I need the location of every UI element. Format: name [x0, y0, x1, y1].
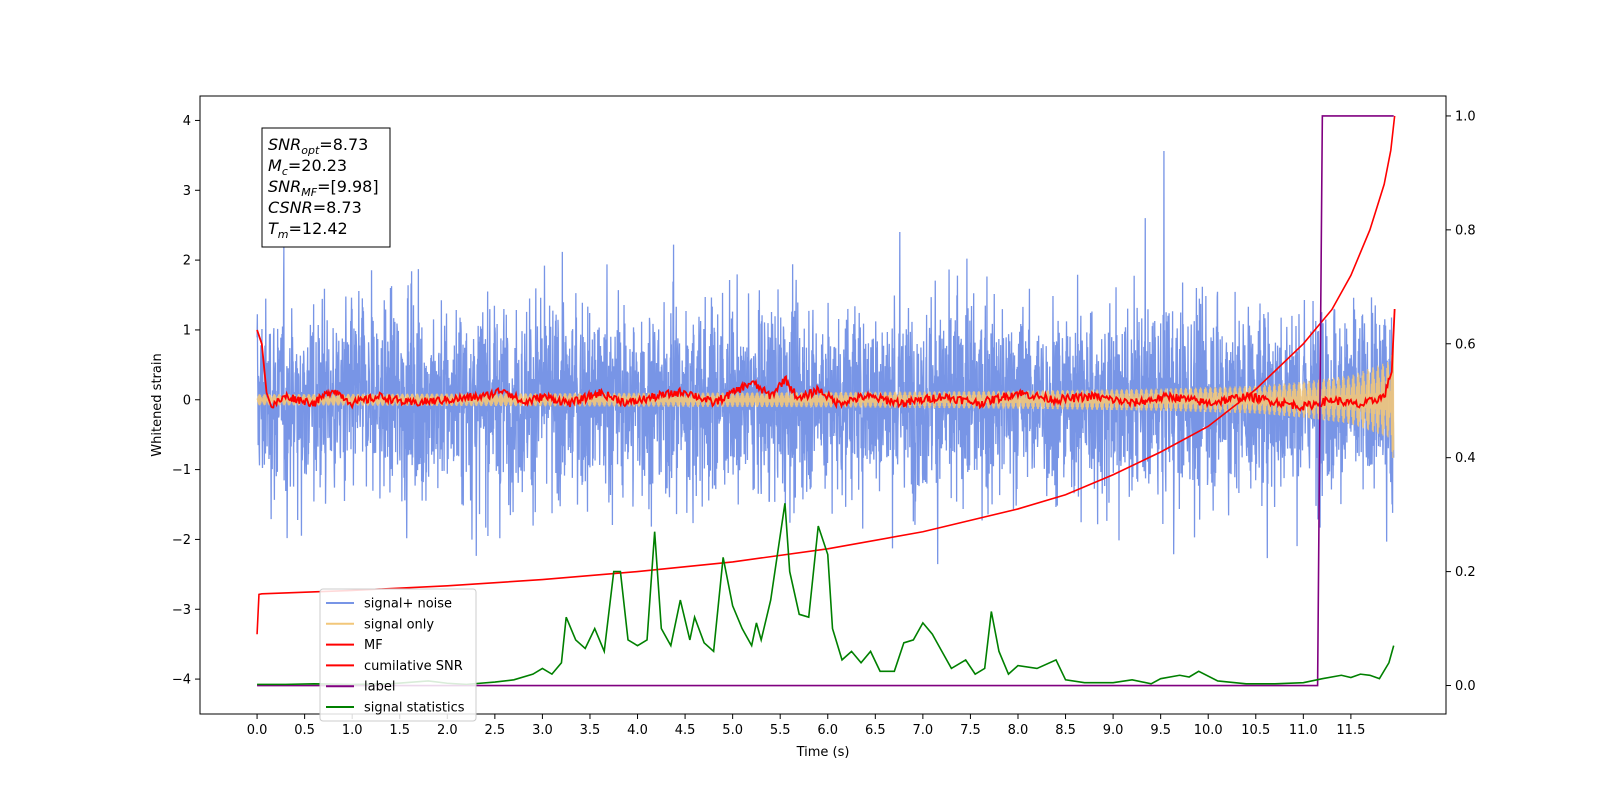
legend-label: signal+ noise: [364, 597, 452, 612]
x-tick-label: 1.0: [342, 723, 363, 738]
legend-item-signal-noise: signal+ noise: [326, 597, 452, 612]
x-tick-label: 10.0: [1194, 723, 1223, 738]
legend: signal+ noise signal only MF cumilative SNR…: [319, 588, 477, 722]
x-tick-label: 10.5: [1241, 723, 1270, 738]
x-tick-label: 9.0: [1103, 723, 1124, 738]
x-tick-label: 11.5: [1336, 723, 1365, 738]
info-snr-opt: SNRopt=8.73: [268, 135, 368, 157]
legend-item-signal-only: signal only: [326, 617, 434, 632]
y2-tick-label: 0.2: [1455, 565, 1476, 580]
legend-item-mf: MF: [326, 638, 383, 653]
legend-label: signal statistics: [364, 701, 465, 716]
y-tick-label: 0: [183, 393, 191, 408]
y-tick-label: 3: [183, 184, 191, 199]
x-tick-label: 7.0: [913, 723, 934, 738]
legend-label: MF: [364, 638, 383, 653]
legend-label: signal only: [364, 617, 434, 632]
legend-item-signal-statistics: signal statistics: [326, 701, 465, 716]
info-tm-sub: m: [278, 228, 289, 241]
y-tick-label: −4: [172, 673, 191, 688]
legend-item-cumulative-snr: cumilative SNR: [326, 659, 463, 674]
series-cumulative-snr-line: [256, 115, 1396, 635]
info-mc-sub: c: [282, 165, 288, 178]
info-snr-mf-base: SNR: [268, 177, 301, 196]
y2-tick-label: 0.6: [1455, 337, 1476, 352]
y2-tick-label: 0.4: [1455, 451, 1476, 466]
x-axis-label: Time (s): [796, 745, 850, 760]
info-tm-base: T: [268, 219, 279, 238]
x-tick-label: 0.0: [247, 723, 268, 738]
x-tick-label: 2.0: [437, 723, 458, 738]
x-tick-label: 8.5: [1055, 723, 1076, 738]
info-snr-mf-sub: MF: [301, 186, 317, 199]
series-mf-line: [256, 308, 1396, 412]
y-tick-label: 4: [183, 114, 191, 129]
info-snr-opt-base: SNR: [268, 135, 301, 154]
legend-item-label: label: [326, 680, 395, 695]
info-tm-value: =12.42: [289, 219, 348, 238]
info-csnr: CSNR=8.73: [268, 198, 362, 217]
legend-label: cumilative SNR: [364, 659, 463, 674]
y-tick-label: 2: [183, 254, 191, 269]
x-tick-label: 8.0: [1008, 723, 1029, 738]
y2-tick-label: 0.8: [1455, 223, 1476, 238]
y-tick-label: 1: [183, 323, 191, 338]
x-axis: 0.0 0.5 1.0 1.5 2.0 2.5 3.0 3.5 4.0 4.5 5.0 5.5 6.0 6…: [247, 714, 1365, 738]
x-tick-label: 4.0: [627, 723, 648, 738]
x-tick-label: 11.0: [1289, 723, 1318, 738]
x-tick-label: 1.5: [389, 723, 410, 738]
series-signal-only-line: [256, 342, 1395, 458]
legend-items: signal+ noise signal only MF cumilative SNR…: [326, 597, 465, 716]
legend-frame: [319, 588, 477, 722]
series-layer: [256, 115, 1396, 687]
info-snr-opt-sub: opt: [301, 144, 320, 157]
x-tick-label: 2.5: [485, 723, 506, 738]
y2-tick-label: 1.0: [1455, 109, 1476, 124]
info-mc: Mc=20.23: [268, 156, 347, 178]
x-tick-label: 4.5: [675, 723, 696, 738]
info-tm: Tm=12.42: [268, 219, 348, 241]
y2-tick-label: 0.0: [1455, 679, 1476, 694]
x-tick-label: 5.5: [770, 723, 791, 738]
x-tick-label: 6.5: [865, 723, 886, 738]
x-tick-label: 9.5: [1150, 723, 1171, 738]
info-snr-mf: SNRMF=[9.98]: [268, 177, 379, 199]
y-tick-label: −3: [172, 603, 191, 618]
info-box: SNRopt=8.73 Mc=20.23 SNRMF=[9.98] CSNR=8…: [261, 127, 391, 248]
x-tick-label: 5.0: [722, 723, 743, 738]
x-tick-label: 3.5: [580, 723, 601, 738]
info-mc-value: =20.23: [288, 156, 347, 175]
legend-label: label: [364, 680, 395, 695]
y-axis-right: 1.0 0.8 0.6 0.4 0.2 0.0: [1446, 109, 1476, 694]
x-tick-label: 6.0: [817, 723, 838, 738]
x-tick-label: 0.5: [294, 723, 315, 738]
info-box-frame: [261, 127, 391, 248]
plot-frame: [199, 95, 1447, 715]
info-snr-opt-value: =8.73: [319, 135, 368, 154]
y-tick-label: −2: [172, 533, 191, 548]
y-axis-left: 4 3 2 1 0 −1 −2 −3 −4: [172, 114, 200, 688]
info-csnr-base: CSNR: [268, 198, 313, 217]
series-signal-statistics-line: [257, 503, 1395, 686]
x-tick-label: 3.0: [532, 723, 553, 738]
series-label-line: [257, 115, 1394, 687]
y-tick-label: −1: [172, 463, 191, 478]
info-csnr-value: =8.73: [313, 198, 362, 217]
y-axis-label: Whitened strain: [150, 353, 165, 456]
x-tick-label: 7.5: [960, 723, 981, 738]
info-snr-mf-value: =[9.98]: [317, 177, 379, 196]
info-mc-base: M: [268, 156, 282, 175]
